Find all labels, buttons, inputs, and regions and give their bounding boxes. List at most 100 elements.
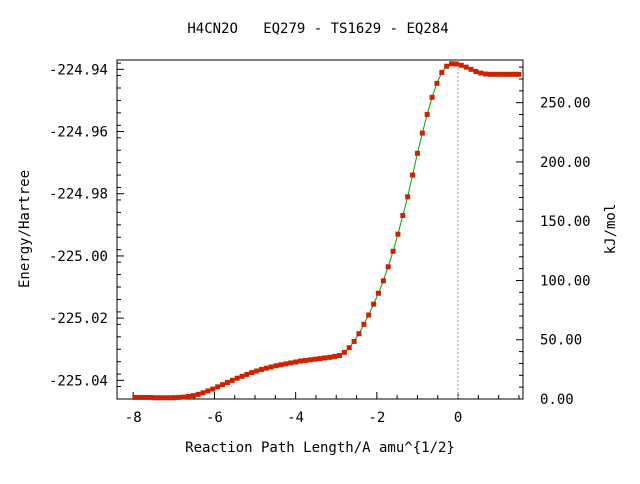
data-point — [424, 111, 430, 117]
data-point — [516, 71, 522, 77]
data-point — [366, 312, 372, 318]
data-point — [473, 69, 479, 75]
data-point — [449, 61, 455, 67]
data-point — [312, 356, 318, 362]
data-point — [444, 63, 450, 69]
data-point — [429, 94, 435, 100]
x-tick-label: 0 — [454, 410, 462, 426]
plot-frame — [116, 59, 524, 400]
data-point — [151, 395, 157, 401]
data-point — [410, 172, 416, 178]
data-point — [395, 231, 401, 237]
data-point — [488, 71, 494, 77]
y-axis-title: Energy/Hartree — [17, 170, 33, 288]
data-point — [200, 390, 206, 396]
data-point — [229, 377, 235, 383]
data-point — [210, 386, 216, 392]
data-point — [327, 354, 333, 360]
y-tick-label: -225.00 — [49, 249, 108, 265]
data-point — [380, 278, 386, 284]
data-point — [332, 353, 338, 359]
data-point — [185, 394, 191, 400]
data-point — [483, 71, 489, 77]
data-point — [419, 130, 425, 136]
y-tick-label: -224.94 — [49, 62, 108, 78]
data-point — [195, 391, 201, 397]
data-point — [317, 356, 323, 362]
data-point — [176, 394, 182, 400]
data-point — [283, 361, 289, 367]
data-point — [502, 71, 508, 77]
minor-ticks — [117, 62, 523, 399]
data-point — [142, 394, 148, 400]
data-point — [244, 371, 250, 377]
data-point — [307, 357, 313, 363]
data-point — [458, 62, 464, 68]
data-point — [453, 61, 459, 67]
data-point — [137, 394, 143, 400]
data-point — [273, 363, 279, 369]
data-point — [224, 380, 230, 386]
data-point — [146, 394, 152, 400]
data-point — [341, 349, 347, 355]
y-tick-label: -224.98 — [49, 187, 108, 203]
data-point — [181, 394, 187, 400]
data-point — [171, 395, 177, 401]
x-axis-title: Reaction Path Length/A amu^{1/2} — [185, 440, 455, 456]
data-point — [254, 368, 260, 374]
data-point — [468, 66, 474, 72]
data-point — [400, 213, 406, 218]
data-point — [385, 264, 391, 270]
data-point — [215, 384, 221, 390]
data-point — [298, 358, 304, 364]
y-tick-label: -225.02 — [49, 311, 108, 327]
y2-tick-labels: 250.00 200.00 150.00 100.00 50.00 0.00 — [540, 96, 591, 408]
y2-axis-title: kJ/mol — [603, 204, 619, 255]
y2-tick-label: 100.00 — [540, 273, 591, 289]
data-point — [288, 360, 294, 366]
major-ticks — [117, 68, 523, 400]
y2-tick-label: 150.00 — [540, 214, 591, 230]
data-point — [492, 71, 498, 77]
y-tick-labels: -224.94 -224.96 -224.98 -225.00 -225.02 -225.… — [49, 62, 108, 389]
data-point — [356, 331, 362, 337]
data-point — [434, 80, 440, 86]
y-tick-label: -224.96 — [49, 125, 108, 141]
data-point — [239, 373, 245, 379]
data-point — [278, 362, 284, 368]
x-tick-labels: -8 -6 -4 -2 0 — [125, 410, 462, 426]
y2-tick-label: 0.00 — [540, 392, 574, 408]
chart-title: H4CN2O EQ279 - TS1629 - EQ284 — [187, 21, 448, 37]
data-point — [497, 71, 503, 77]
data-point — [259, 366, 265, 372]
data-point — [166, 395, 172, 401]
data-point — [263, 365, 269, 371]
data-point — [322, 355, 328, 361]
data-point — [234, 375, 240, 381]
x-tick-label: -8 — [125, 410, 142, 426]
y2-tick-label: 200.00 — [540, 155, 591, 171]
data-point — [132, 394, 138, 400]
x-tick-label: -2 — [368, 410, 385, 426]
x-tick-label: -6 — [206, 410, 223, 426]
data-point — [390, 248, 396, 254]
y2-tick-label: 50.00 — [540, 333, 582, 349]
data-point — [414, 150, 420, 156]
data-point — [507, 71, 513, 77]
data-point — [375, 290, 381, 296]
data-point — [293, 359, 299, 365]
plot-area — [132, 61, 522, 401]
data-point — [512, 71, 518, 77]
data-point — [463, 64, 469, 70]
data-point — [351, 338, 357, 344]
data-point — [268, 364, 274, 370]
data-point — [161, 395, 167, 401]
y-tick-label: -225.04 — [49, 373, 108, 389]
y2-tick-label: 250.00 — [540, 96, 591, 112]
data-point — [405, 194, 411, 200]
data-point — [156, 395, 162, 401]
data-point — [346, 345, 352, 351]
data-point — [249, 370, 255, 376]
data-point — [302, 357, 308, 363]
